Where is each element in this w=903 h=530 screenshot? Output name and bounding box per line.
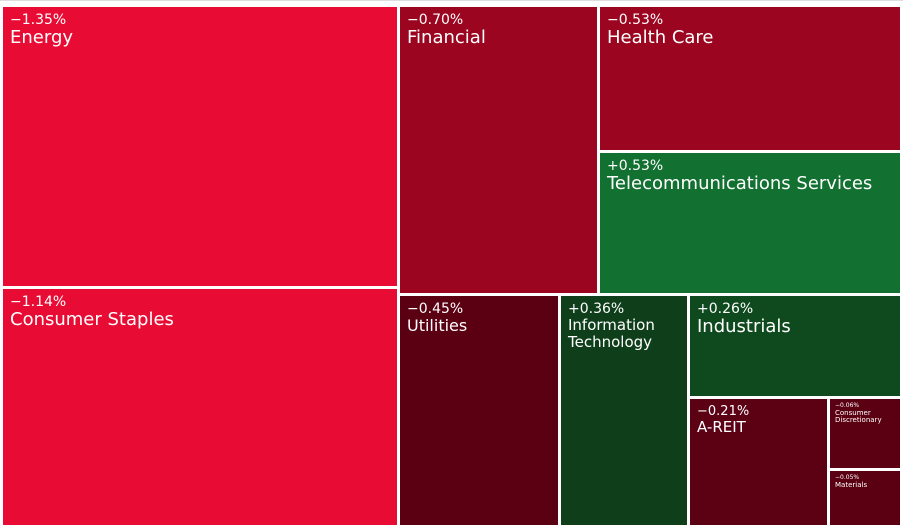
change-label: −0.53%: [607, 12, 664, 28]
change-label: −0.21%: [697, 404, 750, 419]
change-label: −0.06%: [835, 402, 860, 409]
change-label: −0.45%: [407, 301, 464, 317]
sector-label: Health Care: [607, 27, 714, 49]
change-label: +0.53%: [607, 158, 664, 174]
sector-label: A-REIT: [697, 418, 746, 437]
change-label: −1.35%: [10, 12, 67, 28]
tile: +0.36% Information Technology: [561, 296, 687, 525]
tile: +0.53% Telecommunications Services: [600, 153, 900, 293]
tile: −0.70% Financial: [400, 7, 597, 293]
sector-label: Telecommunications Services: [607, 173, 873, 195]
tile: −0.05% Materials: [830, 471, 900, 525]
tile: −1.14% Consumer Staples: [3, 289, 397, 525]
sector-label: Utilities: [407, 316, 468, 336]
tile: −0.21% A-REIT: [690, 399, 827, 525]
sector-label: Industrials: [697, 316, 791, 338]
tile: −0.06% Consumer Discretionary: [830, 399, 900, 468]
tile: −1.35% Energy: [3, 7, 397, 286]
tile: +0.26% Industrials: [690, 296, 900, 396]
change-label: +0.26%: [697, 301, 754, 317]
sector-label: Materials: [835, 480, 868, 489]
change-label: −0.05%: [835, 474, 860, 481]
sector-label: Financial: [407, 27, 486, 49]
tile: −0.53% Health Care: [600, 7, 900, 150]
sector-label: Consumer Discretionary: [835, 408, 882, 425]
sector-label: Consumer Staples: [10, 309, 174, 331]
change-label: −0.70%: [407, 12, 464, 28]
change-label: +0.36%: [568, 301, 625, 317]
tile: −0.45% Utilities: [400, 296, 558, 525]
sector-label: Information Technology: [568, 316, 655, 351]
sector-label: Energy: [10, 27, 74, 49]
change-label: −1.14%: [10, 294, 67, 310]
